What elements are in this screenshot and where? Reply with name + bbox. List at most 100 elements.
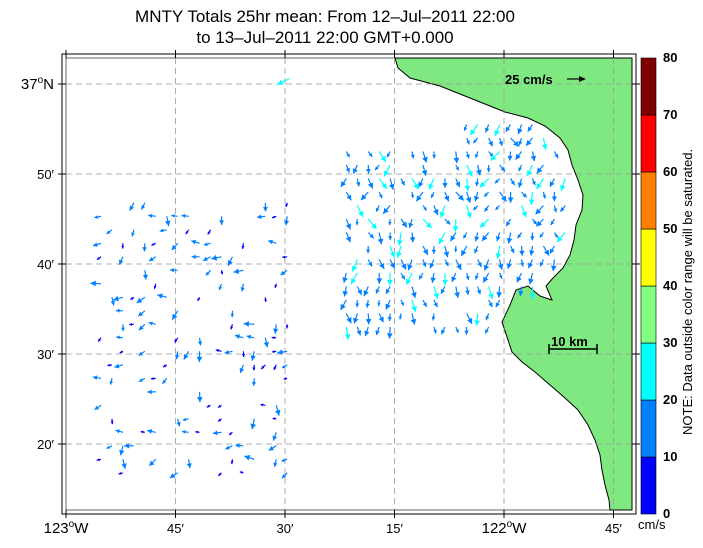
current-vector	[517, 178, 523, 188]
current-vector	[96, 458, 102, 462]
current-vector	[174, 351, 180, 360]
current-vector	[495, 245, 502, 259]
current-vector	[464, 326, 469, 335]
current-vector	[246, 334, 255, 340]
current-vector	[281, 364, 288, 369]
colorbar-segment	[640, 399, 657, 458]
current-vector	[355, 299, 360, 308]
current-vector	[203, 242, 211, 246]
current-vector	[350, 272, 358, 285]
current-vector	[400, 272, 406, 280]
current-vector	[560, 178, 566, 191]
current-vector	[94, 215, 102, 219]
current-vector	[433, 286, 439, 299]
current-vector	[430, 191, 435, 199]
current-vector	[215, 348, 222, 353]
current-vector	[444, 191, 450, 202]
current-vector	[387, 272, 393, 286]
current-vector	[367, 218, 378, 230]
current-vector	[205, 269, 211, 276]
current-vector	[438, 232, 446, 245]
current-vector	[345, 151, 351, 158]
current-vector	[418, 178, 424, 188]
current-vector	[256, 214, 266, 220]
current-vector	[191, 239, 200, 245]
current-vector	[345, 191, 352, 201]
current-vector	[260, 403, 266, 407]
current-vector	[92, 375, 102, 381]
current-vector	[462, 232, 468, 239]
current-vector	[113, 295, 124, 302]
current-vector	[463, 124, 468, 132]
current-vector	[109, 378, 114, 385]
current-vector	[400, 178, 406, 186]
current-vector	[356, 326, 362, 336]
current-vector	[138, 377, 146, 383]
current-vector	[283, 377, 288, 380]
current-vector	[241, 243, 245, 250]
current-vector	[233, 268, 244, 274]
current-vector	[520, 259, 525, 267]
current-vector	[263, 337, 269, 348]
current-vector	[386, 326, 393, 339]
current-vector	[474, 232, 480, 242]
current-vector	[131, 229, 135, 237]
current-vector	[517, 124, 523, 135]
current-vector	[271, 350, 277, 353]
y-tick-label: 20′	[37, 437, 54, 452]
colorbar-note: NOTE: Data outside color range will be s…	[680, 149, 695, 435]
current-vector	[142, 243, 147, 252]
current-vector	[197, 337, 203, 346]
current-vector	[148, 458, 157, 467]
current-vector	[217, 472, 222, 477]
current-vector	[496, 286, 503, 298]
current-vector	[530, 151, 537, 162]
current-vector	[344, 326, 351, 340]
current-vector	[220, 270, 224, 275]
current-vector	[118, 471, 124, 475]
current-vector	[539, 259, 544, 267]
current-vector	[281, 472, 288, 479]
current-vector	[367, 259, 373, 267]
current-vector	[440, 326, 446, 335]
current-vector	[499, 191, 507, 202]
current-vector	[212, 430, 222, 436]
current-vector	[345, 218, 352, 230]
current-vector	[485, 313, 490, 321]
current-vector	[455, 259, 462, 271]
current-vector	[243, 321, 255, 327]
current-vector	[518, 164, 523, 172]
current-vector	[345, 313, 352, 324]
current-vector	[530, 232, 535, 241]
current-vector	[549, 245, 555, 254]
current-vector	[553, 151, 559, 159]
current-vector	[121, 243, 125, 249]
current-vector	[169, 472, 179, 479]
current-vector	[400, 218, 408, 228]
current-vector	[277, 349, 288, 355]
current-vector	[196, 351, 203, 363]
current-vector	[550, 218, 555, 226]
current-vector	[387, 313, 392, 322]
current-vector	[385, 299, 391, 310]
current-vector	[375, 205, 380, 213]
current-vector	[148, 256, 157, 262]
current-vector	[115, 308, 123, 313]
current-vector	[510, 137, 520, 147]
current-vector	[494, 124, 501, 137]
current-vector	[525, 137, 533, 147]
colorbar-segment	[640, 285, 657, 344]
current-vector	[433, 205, 439, 216]
current-vector	[282, 255, 288, 259]
current-vector	[96, 256, 102, 261]
current-vector	[432, 151, 437, 159]
current-vector	[442, 178, 448, 188]
current-vector	[114, 363, 124, 369]
current-vector	[430, 272, 436, 283]
current-vector	[559, 205, 566, 212]
map-frame	[61, 53, 637, 515]
grid-lines	[66, 58, 632, 510]
colorbar-tick-label: 70	[663, 107, 677, 122]
current-vector	[400, 299, 405, 306]
